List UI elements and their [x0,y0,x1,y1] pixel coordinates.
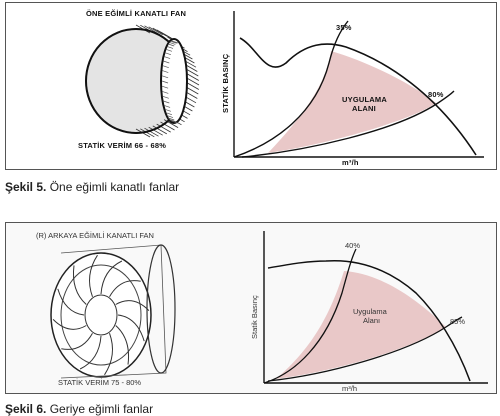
figure-5-efficiency-line-80 [241,90,455,158]
figure-5-fan-title: ÖNE EĞİMLİ KANATLI FAN [86,9,187,18]
figure-6-y-axis-label: Statik Basınç [250,295,259,339]
figure-5-area-label-line2: ALANI [352,104,376,113]
forward-curved-fan-icon [85,24,200,138]
figure-6-label-40: 40% [345,241,361,250]
figure-6-area-label-line1: Uygulama [353,307,387,316]
figure-6-fan-title: (R) ARKAYA EĞİMLİ KANATLI FAN [36,231,154,240]
figure-5-drawing [85,11,484,158]
figure-6-x-axis-label: m³/h [342,384,357,393]
figure-6-drawing [50,231,488,384]
figure-6-caption-text: Geriye eğimli fanlar [46,402,154,416]
figure-6-caption-number: Şekil 6. [5,402,47,416]
figure-5-axes [233,11,484,158]
figure-5-x-axis-label: m³/h [342,158,359,167]
figure-5-efficiency-line-35 [233,20,349,158]
figure-5-panel: ÖNE EĞİMLİ KANATLI FAN STATİK VERİM 66 -… [5,2,497,170]
figure-5-caption-number: Şekil 5. [5,180,47,194]
figure-6-panel: (R) ARKAYA EĞİMLİ KANATLI FAN STATİK VER… [5,222,497,394]
figure-5-y-axis-label: STATİK BASINÇ [221,53,230,113]
figure-5-caption: Şekil 5. Öne eğimli kanatlı fanlar [5,180,179,194]
figure-5-efficiency-label: STATİK VERİM 66 - 68% [78,141,167,150]
figure-6-pressure-curve [267,259,471,382]
figure-5-area-label-line1: UYGULAMA [342,95,387,104]
figure-6-efficiency-line-40 [263,248,357,384]
figure-5-pressure-curve [239,37,477,156]
figure-6-efficiency-label: STATİK VERİM 75 - 80% [58,378,142,387]
figure-6-axes [263,231,488,384]
figure-6-label-85: 85% [450,317,466,326]
figure-5-label-80: 80% [428,90,444,99]
figure-6-caption: Şekil 6. Geriye eğimli fanlar [5,402,153,416]
figure-6-area-label-line2: Alanı [363,316,381,325]
figure-5-label-35: 35% [336,23,352,32]
figure-5-application-area [268,51,436,153]
backward-curved-fan-icon [50,244,176,379]
figure-6-application-area [276,271,446,379]
figure-5-caption-text: Öne eğimli kanatlı fanlar [46,180,180,194]
figure-6-efficiency-line-85 [267,316,463,382]
